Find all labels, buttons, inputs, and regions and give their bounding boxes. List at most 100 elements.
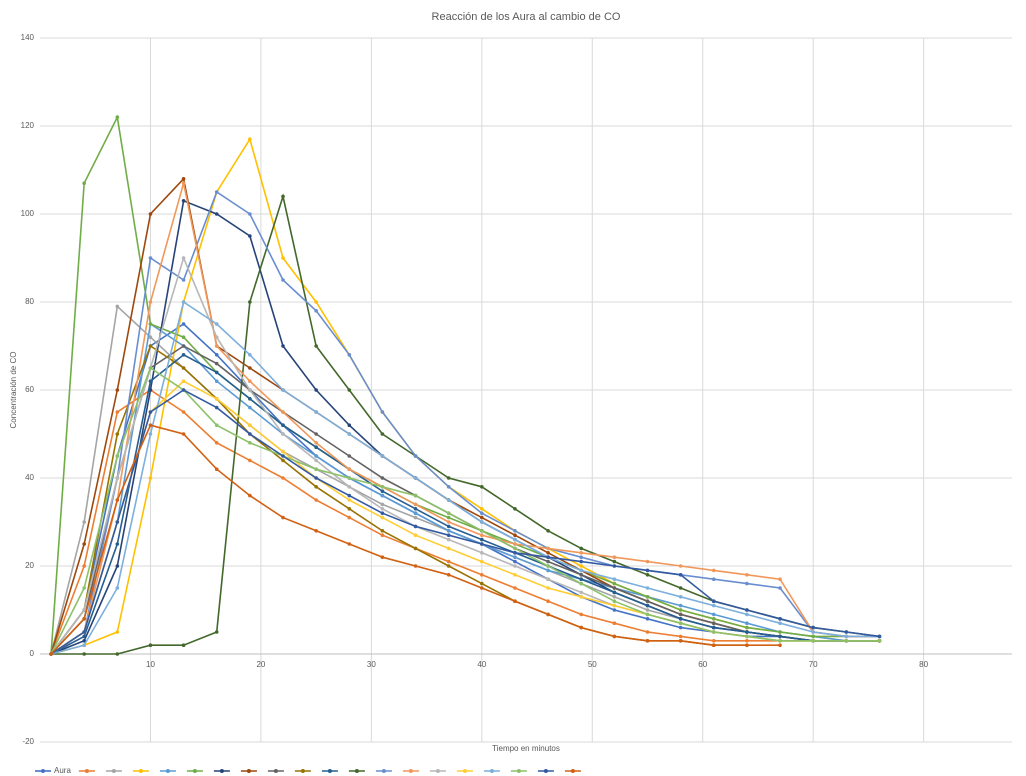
- data-point: [711, 568, 716, 573]
- data-point: [778, 634, 782, 639]
- data-point: [844, 630, 849, 634]
- data-point: [347, 467, 352, 472]
- data-point: [49, 652, 53, 656]
- data-point: [181, 643, 186, 647]
- data-point: [214, 397, 219, 401]
- data-point: [612, 581, 617, 586]
- data-point: [446, 520, 451, 524]
- x-tick-label: 20: [256, 660, 265, 669]
- data-point: [82, 634, 86, 639]
- y-tick-label: 40: [25, 473, 34, 482]
- data-point: [711, 577, 716, 581]
- data-point: [678, 625, 683, 630]
- data-point: [546, 546, 550, 551]
- data-point: [612, 595, 617, 599]
- data-point: [413, 524, 418, 529]
- data-point: [314, 458, 318, 463]
- data-point: [281, 515, 285, 520]
- data-point: [612, 608, 617, 612]
- data-point: [546, 551, 550, 555]
- data-point: [281, 278, 285, 282]
- data-point: [678, 595, 683, 599]
- data-point: [877, 634, 882, 639]
- data-point: [214, 335, 219, 340]
- data-point: [446, 537, 451, 542]
- data-point: [579, 551, 584, 555]
- data-point: [115, 115, 120, 119]
- data-point: [579, 625, 584, 630]
- data-point: [281, 432, 285, 436]
- data-point: [877, 639, 882, 643]
- data-point: [115, 652, 120, 656]
- series-line: [50, 300, 880, 655]
- x-tick-label: 80: [919, 660, 928, 669]
- data-point: [181, 379, 186, 384]
- data-point: [579, 581, 584, 586]
- data-point: [380, 410, 385, 414]
- data-point: [645, 608, 650, 612]
- data-point: [82, 630, 86, 634]
- data-point: [380, 533, 385, 537]
- data-point: [214, 190, 219, 194]
- data-point: [413, 502, 418, 507]
- series-line: [50, 137, 880, 655]
- series-line: [50, 182, 880, 655]
- data-point: [82, 617, 86, 621]
- data-point: [645, 586, 650, 590]
- data-point: [480, 573, 484, 577]
- data-point: [347, 507, 352, 511]
- data-point: [347, 493, 352, 498]
- data-point: [446, 515, 451, 520]
- data-point: [480, 533, 484, 537]
- data-point: [778, 617, 782, 621]
- data-point: [645, 599, 650, 603]
- data-point: [314, 309, 318, 313]
- data-point: [214, 370, 219, 375]
- legend-label: Aura: [54, 766, 71, 775]
- data-point: [115, 630, 120, 634]
- data-point: [248, 397, 252, 401]
- data-point: [446, 564, 451, 568]
- data-point: [347, 432, 352, 436]
- data-point: [248, 388, 252, 392]
- x-tick-label: 50: [588, 660, 597, 669]
- data-point: [446, 498, 451, 502]
- data-point: [844, 634, 849, 639]
- data-point: [148, 643, 153, 647]
- y-tick-label: 120: [21, 121, 35, 130]
- data-point: [480, 542, 484, 546]
- series-line: [50, 380, 880, 655]
- data-point: [745, 634, 749, 639]
- data-point: [480, 515, 484, 520]
- data-point: [181, 366, 186, 370]
- data-point: [678, 612, 683, 617]
- data-point: [546, 559, 550, 564]
- data-point: [148, 379, 153, 384]
- legend-marker: [543, 769, 548, 773]
- legend-marker: [41, 769, 45, 773]
- data-point: [181, 199, 186, 203]
- y-tick-label: 100: [21, 209, 35, 218]
- data-point: [645, 639, 650, 643]
- data-point: [281, 476, 285, 480]
- data-point: [745, 573, 749, 577]
- y-tick-label: 140: [21, 33, 35, 42]
- data-point: [214, 630, 219, 634]
- data-point: [314, 498, 318, 502]
- data-point: [248, 423, 252, 428]
- data-point: [446, 559, 451, 564]
- data-point: [148, 410, 153, 414]
- data-point: [612, 590, 617, 595]
- data-point: [380, 489, 385, 494]
- data-point: [480, 511, 484, 515]
- data-point: [115, 410, 120, 414]
- series-line: [50, 322, 880, 655]
- data-point: [513, 559, 517, 564]
- data-point: [778, 577, 782, 581]
- data-point: [214, 344, 219, 348]
- data-point: [214, 322, 219, 326]
- data-point: [181, 344, 186, 348]
- data-point: [778, 621, 782, 625]
- data-point: [281, 410, 285, 414]
